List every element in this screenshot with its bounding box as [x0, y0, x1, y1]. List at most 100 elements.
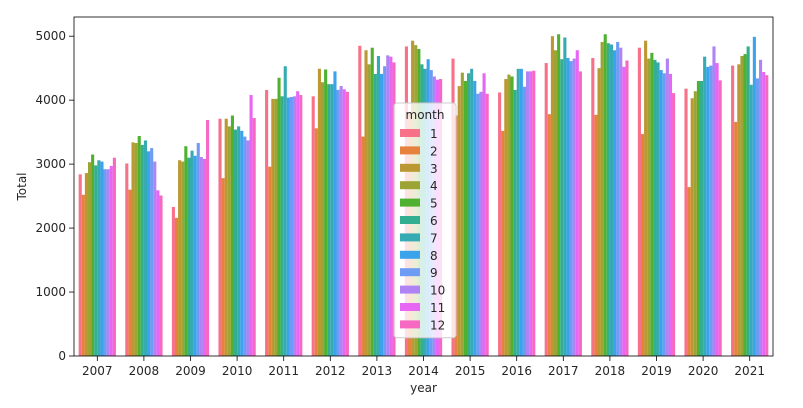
bar-2008-month-1: [125, 163, 129, 356]
bar-2020-month-6: [699, 80, 704, 357]
x-tick-label: 2008: [129, 364, 160, 378]
legend-swatch-month-2: [400, 146, 420, 155]
bar-2012-month-9: [336, 89, 340, 357]
bar-2018-month-9: [616, 41, 620, 356]
bar-2016-month-5: [510, 76, 514, 356]
legend-swatch-month-1: [400, 129, 420, 137]
legend-swatch-month-9: [400, 268, 420, 277]
bar-2007-month-2: [81, 194, 85, 356]
bar-2018-month-7: [609, 44, 614, 356]
bar-2016-month-2: [501, 130, 505, 356]
x-axis: 2007 2008 2009 2010 2011 2012 2013 2014 2015 2016…: [82, 356, 765, 378]
bar-2016-month-3: [504, 79, 508, 356]
bar-2013-month-6: [373, 73, 377, 357]
bar-2012-month-7: [330, 84, 334, 356]
legend-label-month-4: 4: [430, 179, 438, 193]
bar-2010-month-1: [218, 118, 222, 356]
bar-2010-month-5: [230, 115, 234, 356]
x-tick-label: 2016: [501, 364, 532, 378]
bar-2013-month-5: [370, 47, 374, 356]
bar-2021-month-10: [759, 59, 763, 356]
bar-2017-month-10: [572, 58, 576, 356]
bar-2008-month-5: [137, 135, 141, 356]
bar-2011-month-5: [277, 77, 281, 356]
legend-label-month-7: 7: [430, 231, 438, 245]
bar-2018-month-5: [603, 34, 607, 357]
x-tick-label: 2013: [362, 364, 393, 378]
legend-swatch-month-12: [400, 320, 420, 329]
bar-2016-month-6: [513, 89, 517, 357]
bar-2010-month-8: [240, 130, 244, 356]
bar-2011-month-12: [299, 95, 303, 356]
bar-2009-month-6: [187, 157, 191, 356]
bar-2009-month-11: [202, 159, 207, 356]
x-tick-label: 2010: [222, 364, 253, 378]
bar-2019-month-5: [650, 52, 654, 356]
bar-2018-month-3: [597, 68, 601, 357]
bar-2015-month-11: [482, 73, 486, 356]
bar-2015-month-7: [470, 68, 474, 356]
bar-2016-month-12: [532, 70, 536, 356]
bar-2016-month-8: [519, 68, 523, 356]
bar-2018-month-6: [606, 43, 610, 356]
bar-2008-month-12: [159, 195, 163, 356]
bar-2010-month-10: [246, 140, 250, 356]
bar-2019-month-6: [653, 59, 657, 356]
bar-2020-month-4: [693, 91, 697, 356]
bar-2011-month-6: [280, 96, 284, 356]
x-tick-label: 2019: [641, 364, 672, 378]
bar-2013-month-4: [367, 64, 371, 356]
bar-2018-month-4: [600, 41, 604, 356]
bar-2012-month-12: [345, 91, 349, 356]
bar-2009-month-12: [206, 119, 210, 356]
bar-2013-month-9: [383, 66, 387, 356]
bar-2009-month-10: [199, 157, 203, 356]
x-tick-label: 2009: [175, 364, 206, 378]
bar-2016-month-7: [516, 68, 520, 356]
bar-2017-month-4: [553, 50, 558, 356]
bar-2013-month-8: [380, 73, 384, 357]
legend-swatch-month-4: [400, 181, 420, 190]
bar-2015-month-10: [479, 91, 483, 356]
bar-2009-month-1: [171, 206, 175, 356]
legend-swatch-month-6: [400, 216, 420, 224]
bar-2007-month-8: [100, 161, 104, 356]
legend-label-month-10: 10: [430, 284, 445, 298]
bar-2010-month-9: [243, 136, 247, 356]
bar-2015-month-6: [466, 73, 471, 356]
bar-2016-month-11: [529, 71, 533, 357]
bar-2008-month-9: [150, 148, 154, 356]
bar-2013-month-7: [376, 56, 381, 357]
bar-2011-month-4: [274, 98, 278, 357]
legend-swatch-month-5: [400, 198, 420, 207]
bar-2020-month-9: [709, 65, 713, 357]
x-tick-label: 2015: [455, 364, 486, 378]
bar-2007-month-5: [91, 154, 95, 356]
bar-2019-month-8: [659, 70, 663, 356]
bar-2015-month-9: [476, 93, 480, 356]
bar-2012-month-2: [314, 128, 318, 356]
bar-2018-month-11: [622, 66, 626, 356]
bar-2015-month-5: [463, 80, 467, 357]
legend-swatch-month-3: [400, 163, 420, 172]
bar-2013-month-3: [364, 50, 368, 356]
bar-2010-month-12: [252, 118, 256, 356]
bar-2017-month-12: [578, 71, 582, 357]
bar-2016-month-10: [526, 71, 530, 357]
legend-label-month-1: 1: [430, 127, 438, 141]
bar-2007-month-10: [106, 169, 110, 356]
legend-label-month-5: 5: [430, 197, 438, 211]
bar-2017-month-11: [575, 50, 579, 356]
bar-2020-month-2: [687, 187, 691, 356]
bar-2017-month-1: [544, 63, 548, 357]
legend-swatch-month-10: [400, 285, 420, 294]
bar-2017-month-7: [563, 37, 567, 356]
plot-frame: [73, 16, 774, 357]
bar-2020-month-3: [690, 98, 694, 356]
bar-2013-month-2: [361, 136, 365, 356]
bar-2021-month-12: [765, 75, 769, 357]
bar-2012-month-1: [311, 96, 315, 356]
bar-2015-month-3: [457, 86, 461, 356]
